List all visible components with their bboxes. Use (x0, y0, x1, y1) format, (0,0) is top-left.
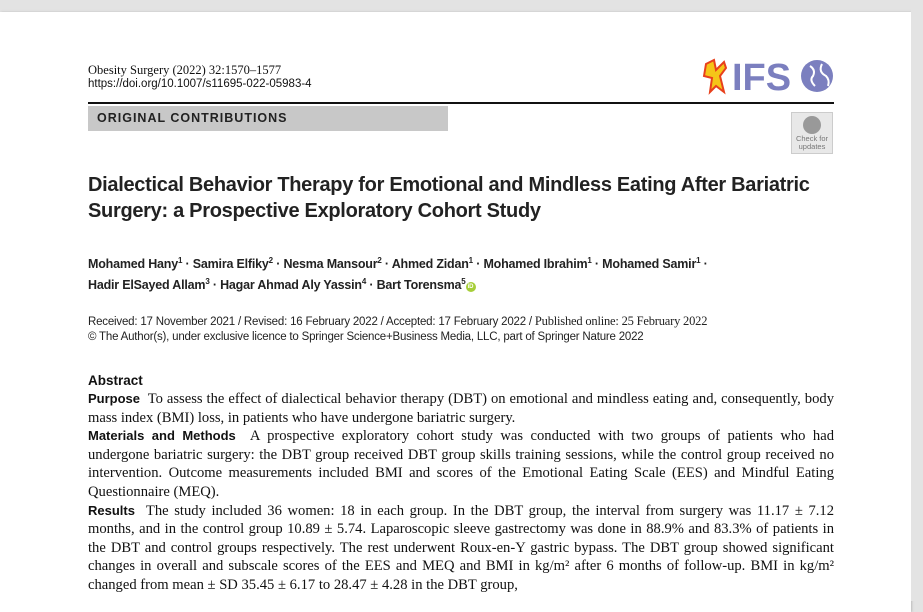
author-separator: · (381, 257, 392, 272)
author-name[interactable]: Bart Torensma (376, 278, 462, 293)
author-name[interactable]: Hagar Ahmad Aly Yassin (220, 278, 362, 293)
abstract-heading: Abstract (88, 373, 143, 388)
author-separator: · (472, 257, 484, 272)
author-affiliation: 3 (205, 277, 210, 287)
check-for-updates-button[interactable]: Check for updates (791, 112, 833, 154)
header-rule (88, 102, 834, 104)
author-list: Mohamed Hany1 · Samira Elfiky2 · Nesma M… (88, 252, 848, 294)
abstract-methods: Materials and Methods A prospective expl… (88, 428, 835, 500)
published-date: Published online: 25 February 2022 (534, 314, 708, 328)
author-affiliation: 1 (468, 256, 473, 265)
author-name[interactable]: Ahmed Zidan (391, 257, 469, 272)
author-name[interactable]: Hadir ElSayed Allam (88, 278, 206, 293)
author-name[interactable]: Mohamed Ibrahim (483, 257, 588, 272)
abstract-results: Results The study included 36 women: 18 … (88, 502, 834, 593)
author-separator: · (366, 278, 377, 293)
history-dates: Received: 17 November 2021 / Revised: 16… (88, 316, 535, 328)
author-name[interactable]: Nesma Mansour (283, 257, 378, 272)
section-label: ORIGINAL CONTRIBUTIONS (88, 106, 448, 131)
author-name[interactable]: Mohamed Samir (602, 257, 697, 272)
author-separator: · (700, 257, 708, 272)
author-affiliation: 1 (177, 256, 183, 265)
author-affiliation: 4 (361, 277, 367, 287)
author-separator: · (591, 257, 603, 272)
doi-link[interactable]: https://doi.org/10.1007/s11695-022-05983… (88, 78, 312, 90)
bookmark-icon (803, 116, 821, 134)
journal-citation: Obesity Surgery (2022) 32:1570–1577 (88, 63, 282, 77)
article-dates: Received: 17 November 2021 / Revised: 16… (88, 314, 707, 345)
author-separator: · (182, 257, 193, 272)
author-affiliation: 2 (377, 256, 382, 265)
vertical-scrollbar[interactable] (911, 0, 923, 601)
ifso-logo: IFS (702, 56, 836, 99)
author-affiliation: 5 (461, 277, 466, 287)
author-affiliation: 1 (587, 256, 592, 265)
abstract-purpose: Purpose To assess the effect of dialecti… (88, 391, 834, 426)
article-title: Dialectical Behavior Therapy for Emotion… (88, 174, 810, 222)
author-separator: · (272, 257, 284, 272)
author-name[interactable]: Mohamed Hany (88, 257, 178, 272)
author-affiliation: 2 (268, 256, 273, 265)
author-name[interactable]: Samira Elfiky (192, 257, 269, 272)
abstract: Abstract Purpose To assess the effect of… (88, 372, 834, 595)
pdf-page: Obesity Surgery (2022) 32:1570–1577 http… (0, 12, 911, 612)
author-affiliation: 1 (696, 256, 701, 265)
author-separator: · (209, 278, 221, 293)
copyright: © The Author(s), under exclusive licence… (88, 331, 644, 343)
svg-text:IFS: IFS (732, 57, 791, 96)
orcid-icon[interactable]: iD (465, 282, 476, 293)
